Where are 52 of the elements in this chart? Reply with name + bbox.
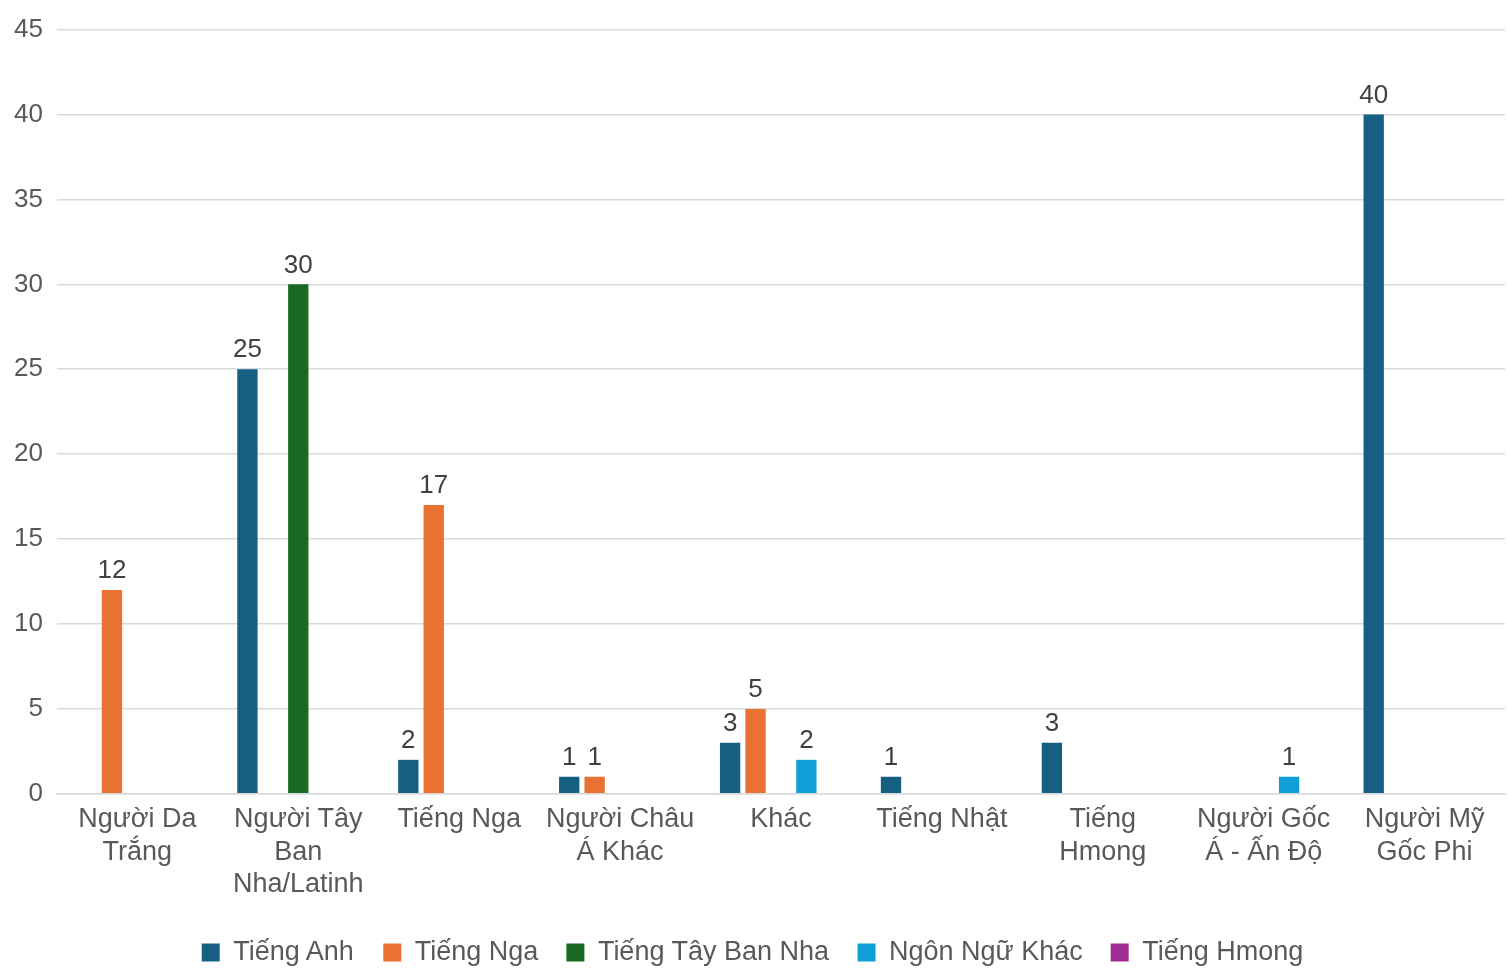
data-label: 1 [1281,740,1297,771]
data-label: 12 [97,554,127,585]
data-label: 5 [748,673,763,704]
y-tick-label: 5 [28,692,43,723]
x-tick-label: Tiếng Nga [397,803,522,834]
y-tick-label: 20 [14,437,43,468]
data-label: 25 [232,333,262,364]
x-tick-label: Người Châu Á Khác [545,803,695,866]
y-tick-label: 40 [14,97,43,128]
data-label: 1 [561,740,577,771]
data-label: 2 [401,724,416,755]
y-tick-label: 15 [14,522,43,553]
data-label: 3 [1044,707,1060,738]
bar [1363,114,1384,794]
bar [423,505,444,794]
data-label: 1 [587,740,602,771]
x-tick-label: Người Tây Ban Nha/Latinh [232,803,364,899]
x-tick-label: Người Da Trắng [78,803,198,866]
bar [237,369,258,794]
legend-label: Tiếng Anh [233,935,354,966]
bar [559,776,580,794]
legend-label: Tiếng Hmong [1142,935,1304,966]
y-tick-label: 45 [14,12,43,43]
legend-label: Tiếng Nga [414,935,540,966]
bar [584,776,605,794]
bar [101,590,123,794]
x-tick-label: Tiếng Hmong [1059,803,1147,866]
bar [398,759,419,794]
y-tick-label: 30 [14,267,43,298]
data-label: 17 [419,469,449,500]
bar [796,759,817,794]
y-tick-label: 0 [28,776,43,807]
bar [1278,776,1300,794]
y-tick-label: 35 [14,182,43,213]
data-label: 3 [722,707,738,738]
bar [880,776,902,794]
y-tick-label: 25 [14,352,43,383]
bar [745,708,766,794]
bar [719,742,741,794]
bar [288,284,309,794]
x-tick-label: Người Mỹ Gốc Phi [1364,803,1485,866]
x-tick-label: Người Gốc Á - Ấn Độ [1197,803,1331,866]
bar [1041,742,1063,794]
legend-label: Ngôn Ngữ Khác [889,935,1083,966]
data-label: 2 [799,724,814,755]
x-tick-label: Khác [750,803,812,834]
data-label: 1 [883,740,899,771]
y-tick-label: 10 [14,607,43,638]
x-tick-label: Tiếng Nhật [876,803,1008,834]
data-label: 40 [1359,78,1389,109]
legend-label: Tiếng Tây Ban Nha [597,935,830,966]
data-label: 30 [283,248,313,279]
